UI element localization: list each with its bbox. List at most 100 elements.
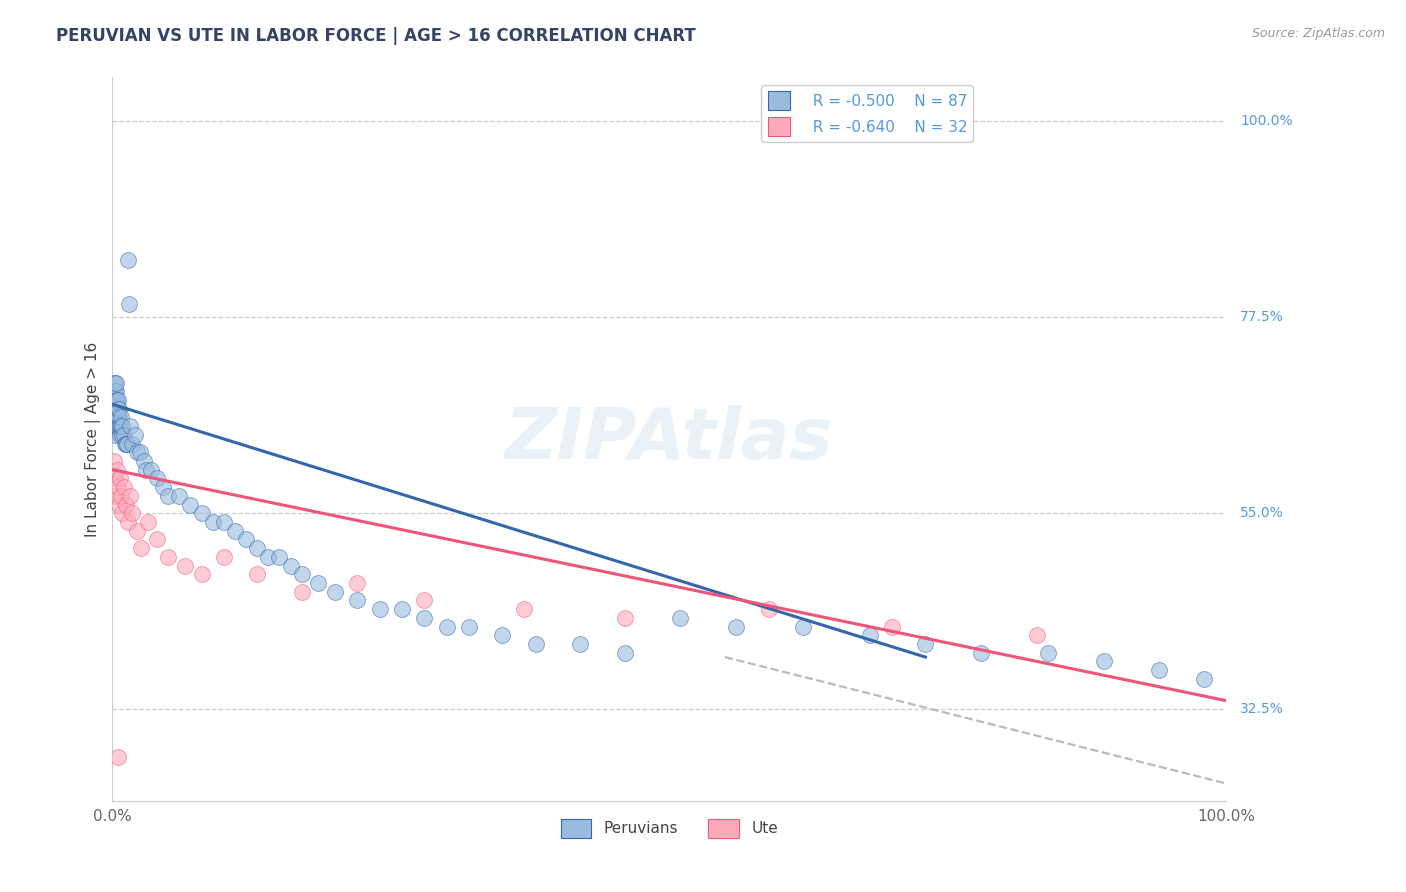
Point xyxy=(125,445,148,459)
Point xyxy=(104,410,127,425)
Point xyxy=(124,427,146,442)
Point xyxy=(104,410,127,425)
Point xyxy=(513,602,536,616)
Point xyxy=(859,628,882,642)
Point xyxy=(104,392,127,407)
Point xyxy=(112,480,135,494)
Point xyxy=(613,611,636,625)
Point xyxy=(108,419,131,434)
Point xyxy=(114,436,136,450)
Point xyxy=(111,419,134,434)
Point xyxy=(914,637,936,651)
Point xyxy=(1036,646,1059,660)
Text: 32.5%: 32.5% xyxy=(1240,702,1284,716)
Point xyxy=(111,506,134,520)
Point xyxy=(613,646,636,660)
Point xyxy=(669,611,692,625)
Point xyxy=(107,401,129,416)
Point xyxy=(105,401,128,416)
Point xyxy=(110,419,132,434)
Point xyxy=(212,515,235,529)
Point xyxy=(117,253,139,268)
Point xyxy=(103,401,125,416)
Point xyxy=(121,436,143,450)
Point xyxy=(104,392,127,407)
Point xyxy=(235,533,257,547)
Point xyxy=(246,567,269,582)
Point xyxy=(112,427,135,442)
Y-axis label: In Labor Force | Age > 16: In Labor Force | Age > 16 xyxy=(86,342,101,537)
Point xyxy=(146,533,169,547)
Point xyxy=(413,593,436,607)
Point xyxy=(107,419,129,434)
Point xyxy=(179,498,201,512)
Point xyxy=(436,619,458,633)
Point xyxy=(368,602,391,616)
Point xyxy=(190,506,212,520)
Point xyxy=(104,419,127,434)
Point xyxy=(224,524,246,538)
Point xyxy=(725,619,748,633)
Point xyxy=(190,567,212,582)
Point xyxy=(118,297,141,311)
Point xyxy=(103,410,125,425)
Point xyxy=(104,419,127,434)
Text: 77.5%: 77.5% xyxy=(1240,310,1284,324)
Point xyxy=(291,584,314,599)
Point xyxy=(105,463,128,477)
Point xyxy=(346,593,368,607)
Point xyxy=(108,401,131,416)
Point xyxy=(880,619,903,633)
Point xyxy=(103,384,125,399)
Point xyxy=(280,558,302,573)
Point xyxy=(120,489,142,503)
Point xyxy=(758,602,780,616)
Point xyxy=(114,498,136,512)
Point xyxy=(291,567,314,582)
Point xyxy=(104,376,127,390)
Point xyxy=(157,549,180,564)
Point xyxy=(201,515,224,529)
Point xyxy=(125,524,148,538)
Point xyxy=(104,401,127,416)
Point xyxy=(108,410,131,425)
Point xyxy=(103,376,125,390)
Point xyxy=(1092,655,1115,669)
Point xyxy=(120,419,142,434)
Point xyxy=(152,480,174,494)
Point xyxy=(107,750,129,764)
Point xyxy=(212,549,235,564)
Point xyxy=(111,427,134,442)
Point xyxy=(346,576,368,591)
Text: 100.0%: 100.0% xyxy=(1240,114,1292,128)
Point xyxy=(135,463,157,477)
Point xyxy=(141,463,163,477)
Point xyxy=(110,410,132,425)
Point xyxy=(457,619,479,633)
Point xyxy=(307,576,329,591)
Point xyxy=(104,384,127,399)
Point xyxy=(107,480,129,494)
Point xyxy=(105,410,128,425)
Point xyxy=(104,384,127,399)
Point xyxy=(103,454,125,468)
Point xyxy=(108,427,131,442)
Point xyxy=(117,515,139,529)
Point xyxy=(105,419,128,434)
Point xyxy=(391,602,413,616)
Point xyxy=(107,392,129,407)
Point xyxy=(104,427,127,442)
Point xyxy=(108,471,131,485)
Point xyxy=(105,392,128,407)
Point xyxy=(157,489,180,503)
Point xyxy=(792,619,814,633)
Point xyxy=(108,498,131,512)
Point xyxy=(146,471,169,485)
Point xyxy=(104,376,127,390)
Point xyxy=(115,436,138,450)
Point xyxy=(131,541,153,555)
Point xyxy=(413,611,436,625)
Point xyxy=(129,445,152,459)
Point xyxy=(1025,628,1047,642)
Point xyxy=(257,549,280,564)
